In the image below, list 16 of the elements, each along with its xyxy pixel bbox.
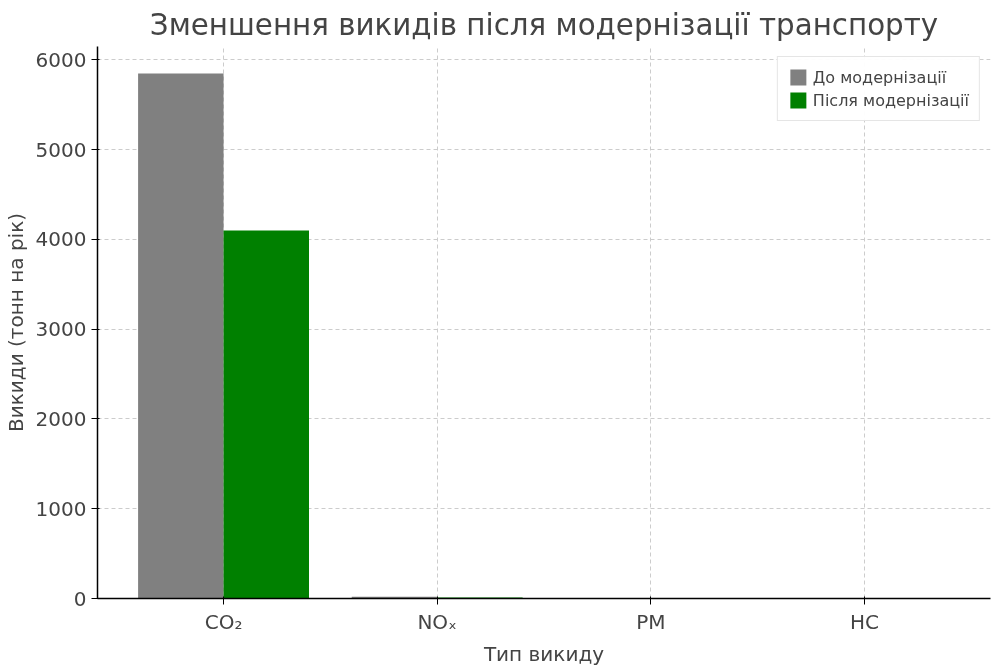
legend-label: Після модернізації: [812, 90, 969, 110]
legend-label: До модернізації: [812, 67, 947, 87]
y-tick-label: 2000: [35, 406, 87, 431]
x-tick-label: HC: [849, 609, 879, 634]
x-tick-label: CO₂: [204, 609, 243, 634]
y-tick-label: 1000: [35, 496, 87, 521]
y-tick-label: 6000: [35, 47, 87, 72]
chart-title: Зменшення викидів після модернізації транспорту: [149, 7, 939, 42]
x-tick-label: PM: [636, 609, 666, 634]
y-axis-title: Викиди (тонн на рік): [3, 212, 28, 432]
y-tick-label: 3000: [35, 317, 87, 342]
y-tick-label: 4000: [35, 227, 87, 252]
y-tick-label: 0: [73, 586, 87, 611]
x-tick-label: NOₓ: [417, 609, 457, 634]
y-tick-label: 5000: [35, 137, 87, 162]
x-axis-title: Тип викиду: [482, 641, 605, 666]
